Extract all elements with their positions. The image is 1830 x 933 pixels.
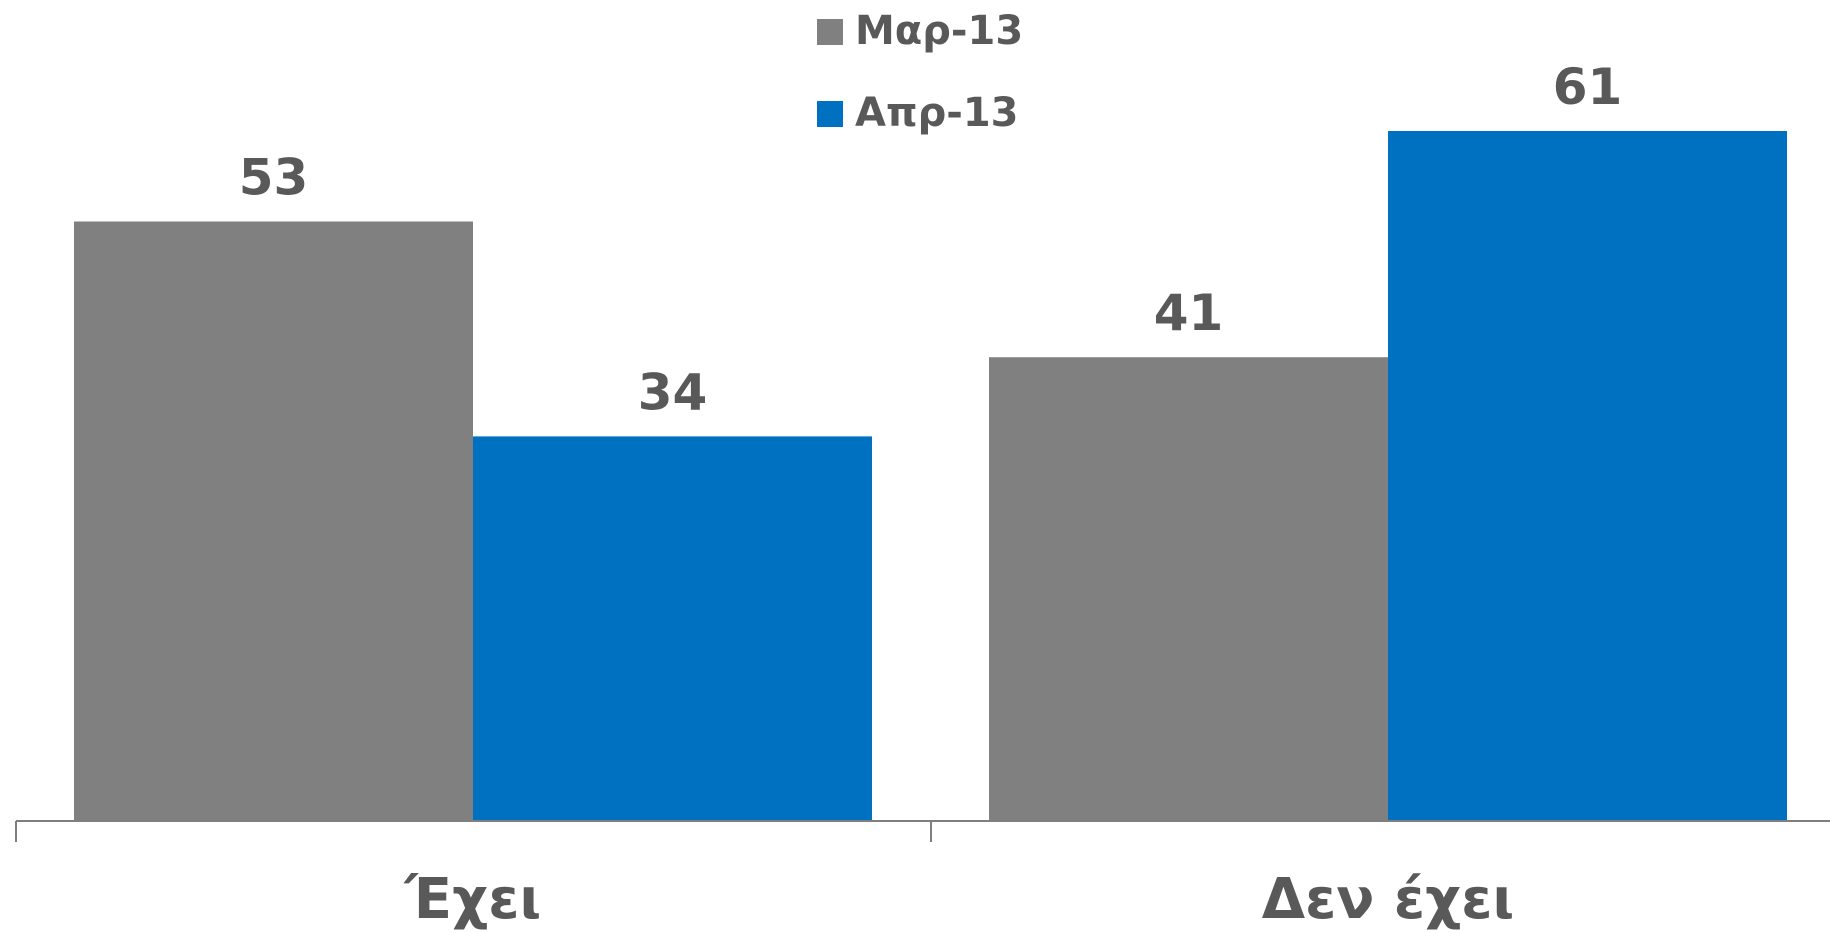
- bars-layer: [74, 131, 1787, 821]
- data-labels-layer: 53 34 41 61: [239, 58, 1623, 421]
- legend-swatch-1: [817, 19, 843, 45]
- category-label-2: Δεν έχει: [1262, 867, 1514, 932]
- data-label-series2-cat1: 34: [638, 363, 708, 421]
- bar-series1-cat2: [989, 357, 1388, 821]
- data-label-series2-cat2: 61: [1553, 58, 1623, 116]
- bar-series1-cat1: [74, 221, 473, 821]
- category-labels: Έχει Δεν έχει: [403, 867, 1514, 932]
- data-label-series1-cat1: 53: [239, 148, 309, 206]
- legend-swatch-2: [817, 101, 843, 127]
- legend: Μαρ-13 Απρ-13: [817, 8, 1023, 136]
- category-label-1: Έχει: [403, 867, 541, 932]
- legend-label-2: Απρ-13: [855, 90, 1019, 136]
- bar-series2-cat1: [473, 436, 872, 821]
- data-label-series1-cat2: 41: [1154, 284, 1224, 342]
- bar-series2-cat2: [1388, 131, 1787, 821]
- x-axis: [15, 820, 1830, 842]
- legend-label-1: Μαρ-13: [855, 8, 1023, 54]
